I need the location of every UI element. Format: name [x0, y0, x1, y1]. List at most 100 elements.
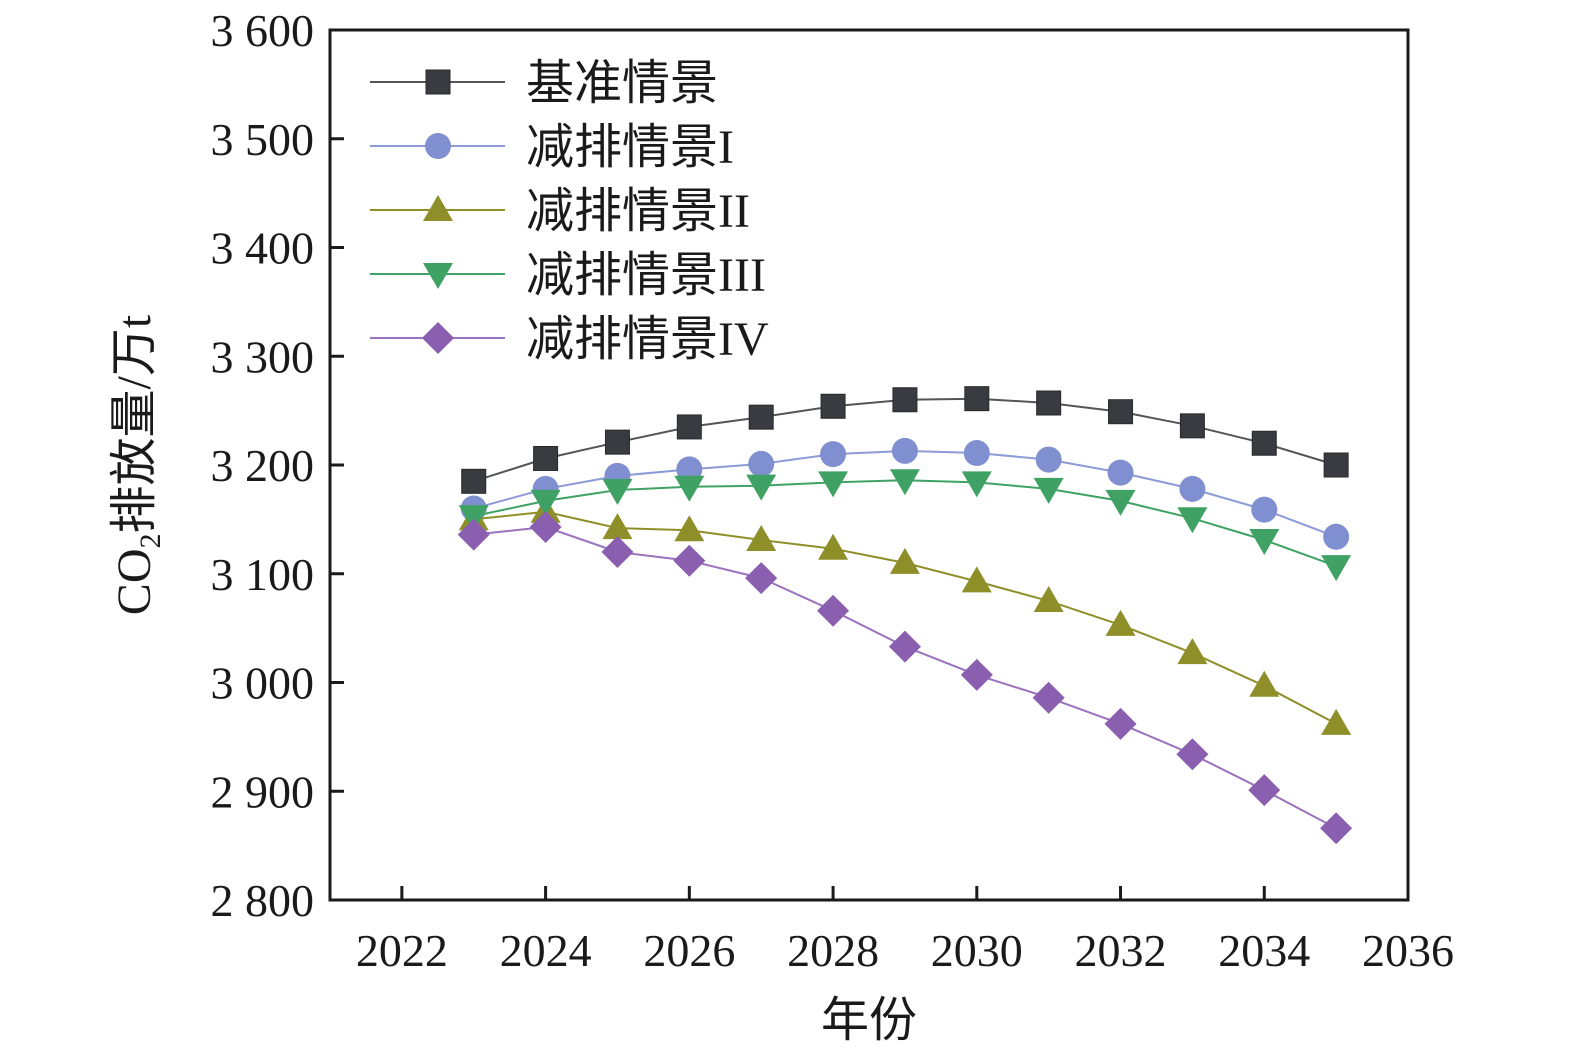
data-point [1176, 738, 1209, 771]
plot-frame [328, 28, 1410, 902]
y-axis-title-subscript: 2 [134, 534, 167, 549]
data-point [1179, 413, 1205, 439]
data-point [676, 414, 702, 440]
y-tick-label: 3 200 [211, 440, 315, 491]
data-point [602, 479, 633, 506]
data-point [818, 533, 849, 560]
legend-item: 基准情景 [370, 57, 718, 110]
data-point [889, 547, 920, 574]
data-point [1179, 475, 1206, 502]
data-point [746, 474, 777, 501]
data-point [1248, 774, 1281, 807]
data-point [964, 386, 990, 412]
y-axis-ticks: 2 800 2 900 3 000 3 100 3 200 3 300 3 400 3 500… [211, 5, 344, 926]
data-point [748, 404, 774, 430]
data-point [889, 469, 920, 496]
data-point [1251, 496, 1278, 523]
data-point [817, 594, 850, 627]
data-point [963, 440, 990, 467]
data-point [1249, 529, 1280, 556]
data-point [1321, 555, 1352, 582]
legend-item: 减排情景IV [370, 313, 769, 366]
x-tick-label: 2036 [1362, 925, 1454, 976]
data-point [604, 429, 630, 455]
legend-marker [423, 263, 453, 289]
y-tick-label: 3 100 [211, 549, 315, 600]
data-point [820, 393, 846, 419]
data-point [891, 437, 918, 464]
x-axis-ticks: 2022 2024 2026 2028 2030 2032 2034 2036 [356, 886, 1454, 976]
data-point [674, 515, 705, 542]
data-point [1108, 399, 1134, 425]
x-axis-title: 年份 [821, 994, 917, 1047]
x-tick-label: 2026 [643, 925, 735, 976]
data-point [1107, 459, 1134, 486]
data-point [1251, 430, 1277, 456]
data-point [1323, 523, 1350, 550]
y-tick-label: 2 900 [211, 766, 315, 817]
data-point [457, 518, 490, 551]
legend-label: 减排情景III [526, 249, 766, 302]
y-tick-label: 3 600 [211, 5, 315, 56]
data-point [461, 468, 487, 494]
data-point [1177, 507, 1208, 534]
data-point [888, 630, 921, 663]
data-point [673, 544, 706, 577]
data-point [530, 489, 561, 516]
legend-label: 减排情景IV [526, 313, 769, 366]
data-point [820, 441, 847, 468]
series-2 [458, 496, 1352, 735]
data-point [602, 513, 633, 540]
data-point [1320, 812, 1353, 845]
data-point [458, 505, 489, 532]
legend-label: 减排情景II [526, 185, 750, 238]
legend-label: 减排情景I [526, 121, 734, 174]
data-point [892, 387, 918, 413]
series-3 [458, 469, 1352, 582]
legend-marker [423, 195, 453, 221]
data-point [1323, 452, 1349, 478]
y-tick-label: 2 800 [211, 875, 315, 926]
data-point [1033, 477, 1064, 504]
data-point [748, 450, 775, 477]
x-tick-label: 2034 [1218, 925, 1310, 976]
data-point [1321, 708, 1352, 735]
data-point [1032, 681, 1065, 714]
y-tick-label: 3 500 [211, 114, 315, 165]
legend-label: 基准情景 [526, 57, 718, 110]
series-line [473, 510, 1337, 725]
y-tick-label: 3 000 [211, 658, 315, 709]
y-tick-label: 3 400 [211, 223, 315, 274]
data-point [1105, 609, 1136, 636]
data-point [1105, 489, 1136, 516]
series-layer [457, 386, 1353, 845]
data-point [1249, 670, 1280, 697]
data-point [529, 510, 562, 543]
data-point [601, 536, 634, 568]
data-point [1035, 446, 1062, 473]
data-point [1036, 390, 1062, 416]
y-axis-title-rest: 排放量/万t [108, 314, 161, 533]
data-point [746, 525, 777, 552]
data-point [1033, 585, 1064, 612]
x-tick-label: 2022 [356, 925, 448, 976]
data-point [1177, 638, 1208, 665]
series-0 [461, 386, 1349, 494]
legend-item: 减排情景I [370, 121, 734, 174]
y-axis-title: CO2排放量/万t [108, 314, 167, 615]
x-tick-label: 2032 [1075, 925, 1167, 976]
legend-marker [425, 69, 451, 95]
x-tick-label: 2028 [787, 925, 879, 976]
legend-marker [422, 322, 454, 354]
x-tick-label: 2030 [931, 925, 1023, 976]
y-axis-title-main: CO [108, 549, 161, 616]
data-point [745, 562, 778, 595]
data-point [960, 658, 993, 691]
data-point [818, 471, 849, 498]
data-point [674, 475, 705, 502]
legend-item: 减排情景II [370, 185, 750, 238]
data-point [961, 566, 992, 593]
